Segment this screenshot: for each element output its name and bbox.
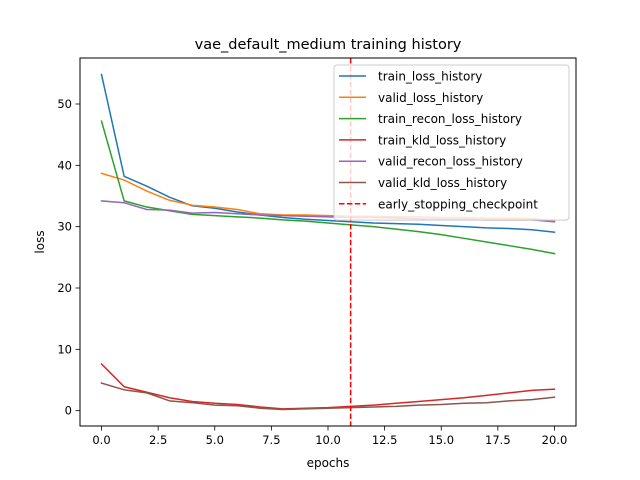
series-line-train-loss-history — [100, 73, 556, 234]
x-tick-label: 15.0 — [428, 433, 454, 447]
legend: train_loss_history valid_loss_historytrai… — [333, 64, 570, 221]
chart-title: vae_default_medium training history — [195, 37, 462, 53]
y-tick-label: 30 — [57, 220, 72, 234]
legend-box — [333, 64, 570, 221]
x-tick-label: 20.0 — [542, 433, 568, 447]
y-tick-label: 10 — [57, 342, 72, 356]
y-tick-label: 40 — [57, 158, 72, 172]
legend-label: valid_kld_loss_history — [378, 176, 507, 190]
y-axis: 0 10 20 30 40 50 — [57, 97, 80, 418]
x-tick-label: 5.0 — [206, 433, 224, 447]
x-tick-label: 2.5 — [149, 433, 167, 447]
legend-label: valid_recon_loss_history — [378, 155, 523, 169]
plot-lines — [100, 73, 556, 411]
legend-label: valid_loss_history — [378, 91, 483, 105]
y-tick-label: 20 — [57, 281, 72, 295]
legend-label: train_loss_history — [378, 70, 482, 84]
legend-label: train_kld_loss_history — [378, 133, 506, 147]
x-axis-label: epochs — [307, 456, 350, 470]
x-tick-label: 17.5 — [485, 433, 511, 447]
legend-label: early_stopping_checkpoint — [378, 197, 538, 211]
y-tick-label: 50 — [57, 97, 72, 111]
x-tick-label: 7.5 — [262, 433, 280, 447]
legend-label: train_recon_loss_history — [378, 112, 522, 126]
y-tick-label: 0 — [65, 404, 72, 418]
x-axis: 0.0 2.5 5.0 7.5 10.0 12.5 15.0 17.5 20.0 — [92, 426, 567, 447]
series-line-valid-kld-loss-history — [100, 382, 556, 411]
x-tick-label: 10.0 — [315, 433, 341, 447]
x-tick-label: 12.5 — [372, 433, 398, 447]
y-axis-label: loss — [33, 230, 47, 253]
series-line-train-recon-loss-history — [100, 120, 556, 255]
x-tick-label: 0.0 — [92, 433, 110, 447]
